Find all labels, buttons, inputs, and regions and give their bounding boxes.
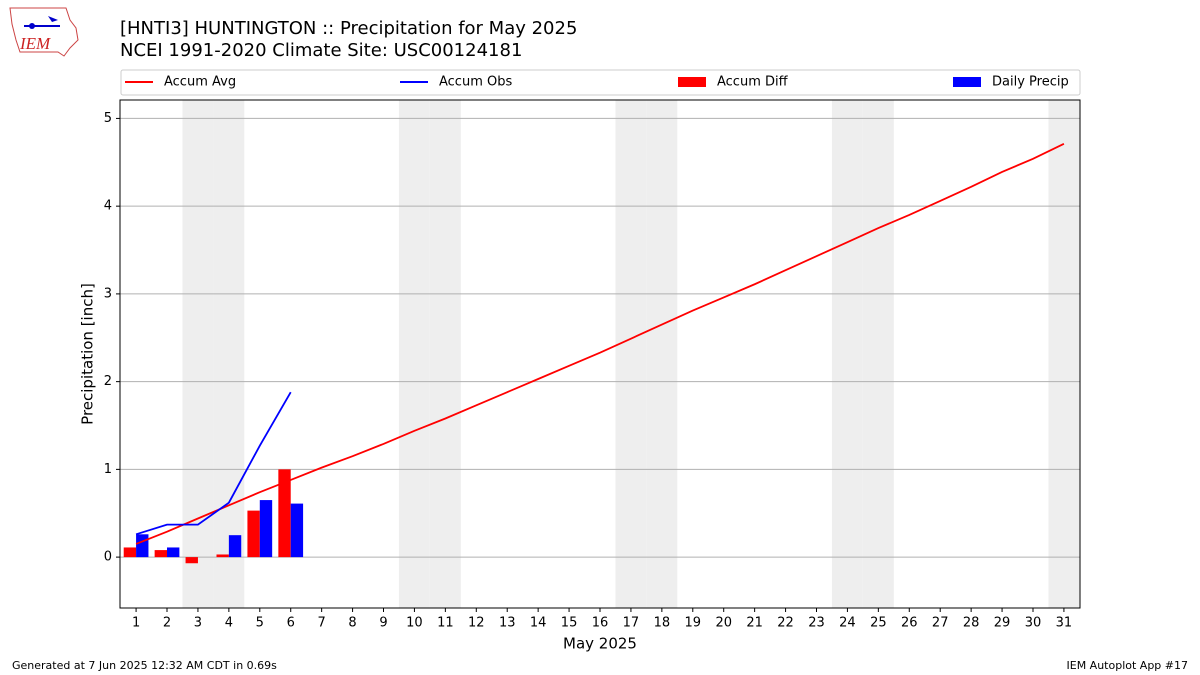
x-tick-label: 17: [623, 616, 640, 631]
x-tick-label: 16: [592, 616, 609, 631]
highlight-band: [429, 100, 461, 608]
x-tick-label: 31: [1056, 616, 1073, 631]
bar: [167, 547, 180, 558]
plot-area: [120, 100, 1080, 608]
x-tick-label: 23: [808, 616, 825, 631]
x-axis-label: May 2025: [563, 635, 637, 653]
x-tick-label: 10: [406, 616, 423, 631]
x-tick-label: 30: [1025, 616, 1042, 631]
bar: [185, 557, 198, 564]
y-tick-label: 2: [104, 374, 112, 389]
x-tick-label: 28: [963, 616, 980, 631]
x-tick-label: 3: [194, 616, 202, 631]
x-tick-label: 4: [225, 616, 233, 631]
x-tick-label: 27: [932, 616, 949, 631]
bar: [123, 547, 137, 558]
y-tick-label: 4: [104, 199, 112, 214]
x-tick-label: 7: [318, 616, 326, 631]
x-tick-label: 19: [685, 616, 702, 631]
x-tick-label: 11: [437, 616, 454, 631]
highlight-band: [213, 100, 245, 608]
y-axis-label: Precipitation [inch]: [79, 283, 97, 425]
bar: [228, 535, 242, 558]
chart-title: [HNTI3] HUNTINGTON :: Precipitation for …: [120, 18, 577, 39]
legend-label: Accum Obs: [439, 75, 512, 90]
bar: [216, 554, 229, 558]
x-tick-label: 29: [994, 616, 1011, 631]
highlight-band: [1048, 100, 1080, 608]
highlight-band: [182, 100, 214, 608]
legend-box: [120, 69, 1081, 96]
x-tick-label: 12: [468, 616, 485, 631]
highlight-band: [646, 100, 678, 608]
x-tick-label: 24: [839, 616, 856, 631]
x-tick-label: 15: [561, 616, 578, 631]
x-tick-label: 8: [348, 616, 356, 631]
bar: [259, 500, 273, 558]
legend-swatch: [953, 77, 981, 87]
bar: [278, 469, 291, 558]
x-tick-label: 21: [746, 616, 763, 631]
x-tick-label: 5: [256, 616, 264, 631]
x-tick-label: 22: [777, 616, 794, 631]
footer-right: IEM Autoplot App #17: [1067, 659, 1189, 672]
bar: [154, 550, 168, 558]
legend-swatch: [678, 77, 706, 87]
plot-frame: [119, 99, 1081, 609]
bar: [136, 534, 149, 558]
footer-left: Generated at 7 Jun 2025 12:32 AM CDT in …: [12, 659, 277, 672]
highlight-band: [615, 100, 647, 608]
x-tick-label: 1: [132, 616, 140, 631]
x-tick-label: 14: [530, 616, 547, 631]
x-tick-label: 18: [654, 616, 671, 631]
x-tick-label: 26: [901, 616, 918, 631]
y-tick-label: 3: [104, 286, 112, 301]
bar: [290, 503, 304, 558]
legend-label: Accum Avg: [164, 75, 236, 90]
line: [135, 143, 1065, 545]
legend-label: Daily Precip: [992, 75, 1069, 90]
y-tick-label: 1: [104, 462, 112, 477]
logo-text: IEM: [19, 34, 51, 53]
line: [135, 391, 292, 536]
highlight-band: [862, 100, 894, 608]
logo: IEM: [9, 7, 79, 57]
x-tick-label: 2: [163, 616, 171, 631]
legend-label: Accum Diff: [717, 75, 789, 90]
highlight-band: [831, 100, 863, 608]
y-tick-label: 0: [104, 550, 112, 565]
bar: [247, 510, 260, 558]
x-tick-label: 13: [499, 616, 516, 631]
chart-subtitle: NCEI 1991-2020 Climate Site: USC00124181: [120, 40, 522, 61]
y-tick-label: 5: [104, 111, 112, 126]
x-tick-label: 20: [715, 616, 732, 631]
x-tick-label: 6: [287, 616, 295, 631]
x-tick-label: 9: [379, 616, 387, 631]
highlight-band: [398, 100, 430, 608]
x-tick-label: 25: [870, 616, 887, 631]
